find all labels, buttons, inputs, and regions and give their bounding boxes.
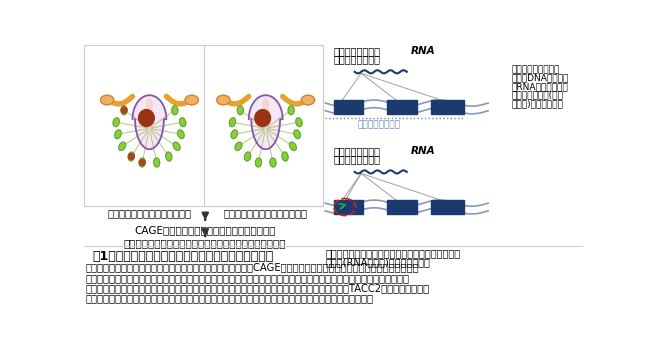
Ellipse shape (296, 118, 302, 127)
Text: これまでに知られていなかった部分より、遺伝子の: これまでに知られていなかった部分より、遺伝子の (326, 248, 460, 258)
Ellipse shape (294, 130, 300, 139)
Text: リンパ節転移の有無によって発現差のある遺伝子群の抽出: リンパ節転移の有無によって発現差のある遺伝子群の抽出 (124, 239, 287, 249)
Text: RNA: RNA (411, 46, 436, 56)
Bar (84, 45, 323, 206)
Ellipse shape (128, 152, 135, 161)
Text: がRNAへとコピーさ: がRNAへとコピーさ (512, 82, 568, 91)
Ellipse shape (185, 95, 198, 105)
Polygon shape (146, 98, 153, 134)
Ellipse shape (177, 130, 184, 139)
Ellipse shape (282, 152, 288, 161)
Text: リンパ節転移陽性: リンパ節転移陽性 (333, 146, 380, 156)
Ellipse shape (179, 118, 186, 127)
Ellipse shape (121, 106, 127, 115)
Text: れ、不要な部分(イン: れ、不要な部分(イン (512, 91, 564, 100)
Text: RNA: RNA (411, 146, 436, 156)
Ellipse shape (229, 118, 235, 127)
Ellipse shape (216, 95, 230, 105)
Bar (203, 45, 323, 206)
Text: 遺伝子は活性化され: 遺伝子は活性化され (512, 65, 560, 74)
Ellipse shape (139, 158, 145, 167)
Ellipse shape (166, 152, 172, 161)
Text: 一つの遺伝子領域: 一つの遺伝子領域 (358, 121, 400, 130)
Ellipse shape (113, 118, 120, 127)
Circle shape (128, 153, 135, 159)
Ellipse shape (138, 109, 154, 126)
Text: の子宮体がん細胞: の子宮体がん細胞 (333, 155, 380, 165)
Text: 図1：リンパ節転移診断マーカーの候補遺伝子の抽出: 図1：リンパ節転移診断マーカーの候補遺伝子の抽出 (92, 250, 274, 263)
Text: 陽性の子宮体がんにおいて既存のものと全く異なる部分から活性化されていたことを新しく発見しました。: 陽性の子宮体がんにおいて既存のものと全く異なる部分から活性化されていたことを新し… (86, 294, 374, 304)
Bar (431, 200, 463, 214)
Ellipse shape (288, 106, 294, 115)
Ellipse shape (231, 130, 237, 139)
Text: リンパ節転移陰性: リンパ節転移陰性 (333, 46, 380, 56)
Text: トロン)が除去される: トロン)が除去される (512, 99, 564, 108)
Ellipse shape (119, 142, 125, 150)
Ellipse shape (302, 95, 315, 105)
Polygon shape (249, 95, 283, 149)
Text: CAGE法による網羅的遺伝子解析と発現量比較: CAGE法による網羅的遺伝子解析と発現量比較 (135, 226, 276, 235)
Ellipse shape (289, 142, 296, 150)
Ellipse shape (115, 130, 122, 139)
Ellipse shape (255, 158, 261, 167)
Text: の子宮体がんで遺伝子の発現パターンを比較しました。この結果、リンパ節転移陽性群と陰性群で発現に差がある遺伝子: の子宮体がんで遺伝子の発現パターンを比較しました。この結果、リンパ節転移陽性群と… (86, 273, 410, 283)
Ellipse shape (235, 142, 242, 150)
Ellipse shape (237, 106, 243, 115)
Ellipse shape (270, 158, 276, 167)
Polygon shape (133, 95, 166, 149)
Text: リンパ節転移陽性の子宮体がん: リンパ節転移陽性の子宮体がん (107, 208, 192, 219)
Ellipse shape (173, 142, 180, 150)
Ellipse shape (172, 106, 178, 115)
Polygon shape (263, 98, 268, 134)
Text: の子宮体がん細胞: の子宮体がん細胞 (333, 55, 380, 64)
Bar (387, 100, 417, 114)
Bar (333, 200, 363, 214)
Text: ると、DNA塩基配列: ると、DNA塩基配列 (512, 74, 569, 83)
Circle shape (121, 107, 127, 113)
Ellipse shape (101, 95, 114, 105)
Bar (333, 100, 363, 114)
Text: 活性化(RNAの合成)が始まっている: 活性化(RNAの合成)が始まっている (326, 257, 430, 267)
Circle shape (139, 159, 145, 165)
Ellipse shape (153, 158, 160, 167)
Text: がバイオマーカー候補として抽出されました。とても興味深いことに、候補遺伝子のひとつであるTACC2は、リンパ節転移: がバイオマーカー候補として抽出されました。とても興味深いことに、候補遺伝子のひと… (86, 283, 430, 293)
Ellipse shape (244, 152, 251, 161)
Text: リンパ節転移陰性の子宮体がん: リンパ節転移陰性の子宮体がん (224, 208, 307, 219)
Bar (431, 100, 463, 114)
Text: 遺伝子の活性化状態を全ゲノムに渡って測定することができるCAGE法を用いて、リンパ節転移陽性の子宮体がんと陰性: 遺伝子の活性化状態を全ゲノムに渡って測定することができるCAGE法を用いて、リン… (86, 263, 419, 272)
Bar (387, 200, 417, 214)
Ellipse shape (255, 109, 270, 126)
